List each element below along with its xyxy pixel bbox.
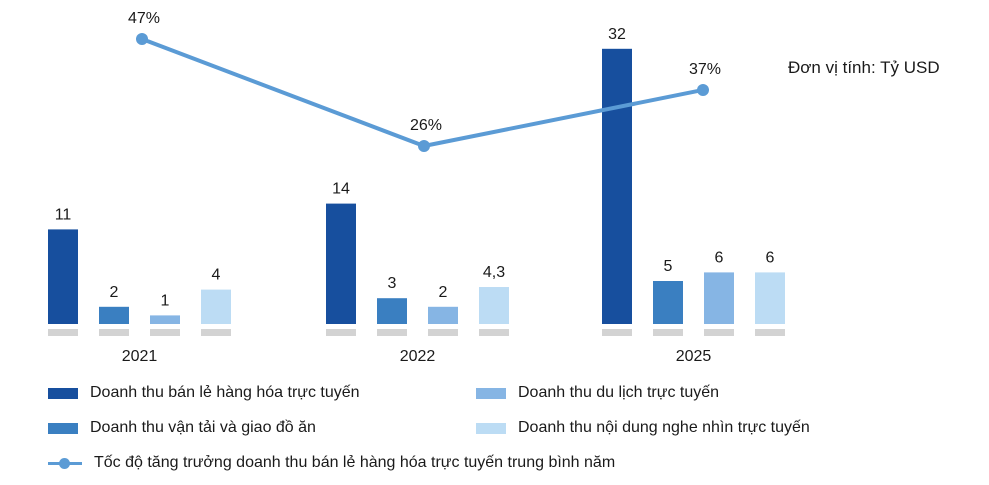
bar-base-2025-s3 <box>755 329 785 336</box>
bar-2021-s3 <box>201 289 231 324</box>
bar-label-2021-s3: 4 <box>212 267 221 284</box>
bar-2025-s3 <box>755 272 785 324</box>
bar-base-2021-s1 <box>99 329 129 336</box>
bar-label-2025-s0: 32 <box>608 26 626 43</box>
growth-point-2022 <box>418 140 430 152</box>
bar-base-2025-s1 <box>653 329 683 336</box>
bar-2021-s0 <box>48 229 78 324</box>
bar-base-2022-s3 <box>479 329 509 336</box>
bar-label-2022-s3: 4,3 <box>483 264 505 281</box>
x-tick-label-2021: 2021 <box>122 348 158 365</box>
x-tick-label-2025: 2025 <box>676 348 712 365</box>
unit-label: Đơn vị tính: Tỷ USD <box>788 58 940 77</box>
growth-label-2025: 37% <box>689 61 721 78</box>
bar-2025-s1 <box>653 281 683 324</box>
growth-point-2025 <box>697 83 709 96</box>
bar-label-2022-s1: 3 <box>388 275 397 292</box>
bar-base-2021-s3 <box>201 329 231 336</box>
bar-2022-s2 <box>428 306 458 324</box>
bar-label-2025-s2: 6 <box>715 249 724 266</box>
bar-base-2022-s0 <box>326 329 356 336</box>
bar-base-2022-s2 <box>428 329 458 336</box>
bar-label-2025-s1: 5 <box>664 258 673 275</box>
bar-label-2025-s3: 6 <box>766 249 775 266</box>
growth-point-2021 <box>136 33 148 45</box>
bar-label-2021-s2: 1 <box>161 292 170 309</box>
bar-2022-s0 <box>326 203 356 324</box>
bar-label-2022-s2: 2 <box>439 284 448 301</box>
bar-2021-s2 <box>150 315 180 324</box>
bar-base-2021-s2 <box>150 329 180 336</box>
bar-base-2025-s2 <box>704 329 734 336</box>
bar-label-2022-s0: 14 <box>332 181 350 198</box>
bar-2022-s1 <box>377 298 407 324</box>
growth-label-2021: 47% <box>128 10 160 27</box>
bar-2025-s2 <box>704 272 734 324</box>
bar-2022-s3 <box>479 287 509 324</box>
bar-label-2021-s1: 2 <box>110 284 119 301</box>
x-tick-label-2022: 2022 <box>400 348 436 365</box>
bar-base-2022-s1 <box>377 329 407 336</box>
growth-label-2022: 26% <box>410 117 442 134</box>
bar-base-2021-s0 <box>48 329 78 336</box>
bar-2025-s0 <box>602 48 632 325</box>
bar-label-2021-s0: 11 <box>55 206 72 223</box>
bar-2021-s1 <box>99 306 129 324</box>
bar-base-2025-s0 <box>602 329 632 336</box>
